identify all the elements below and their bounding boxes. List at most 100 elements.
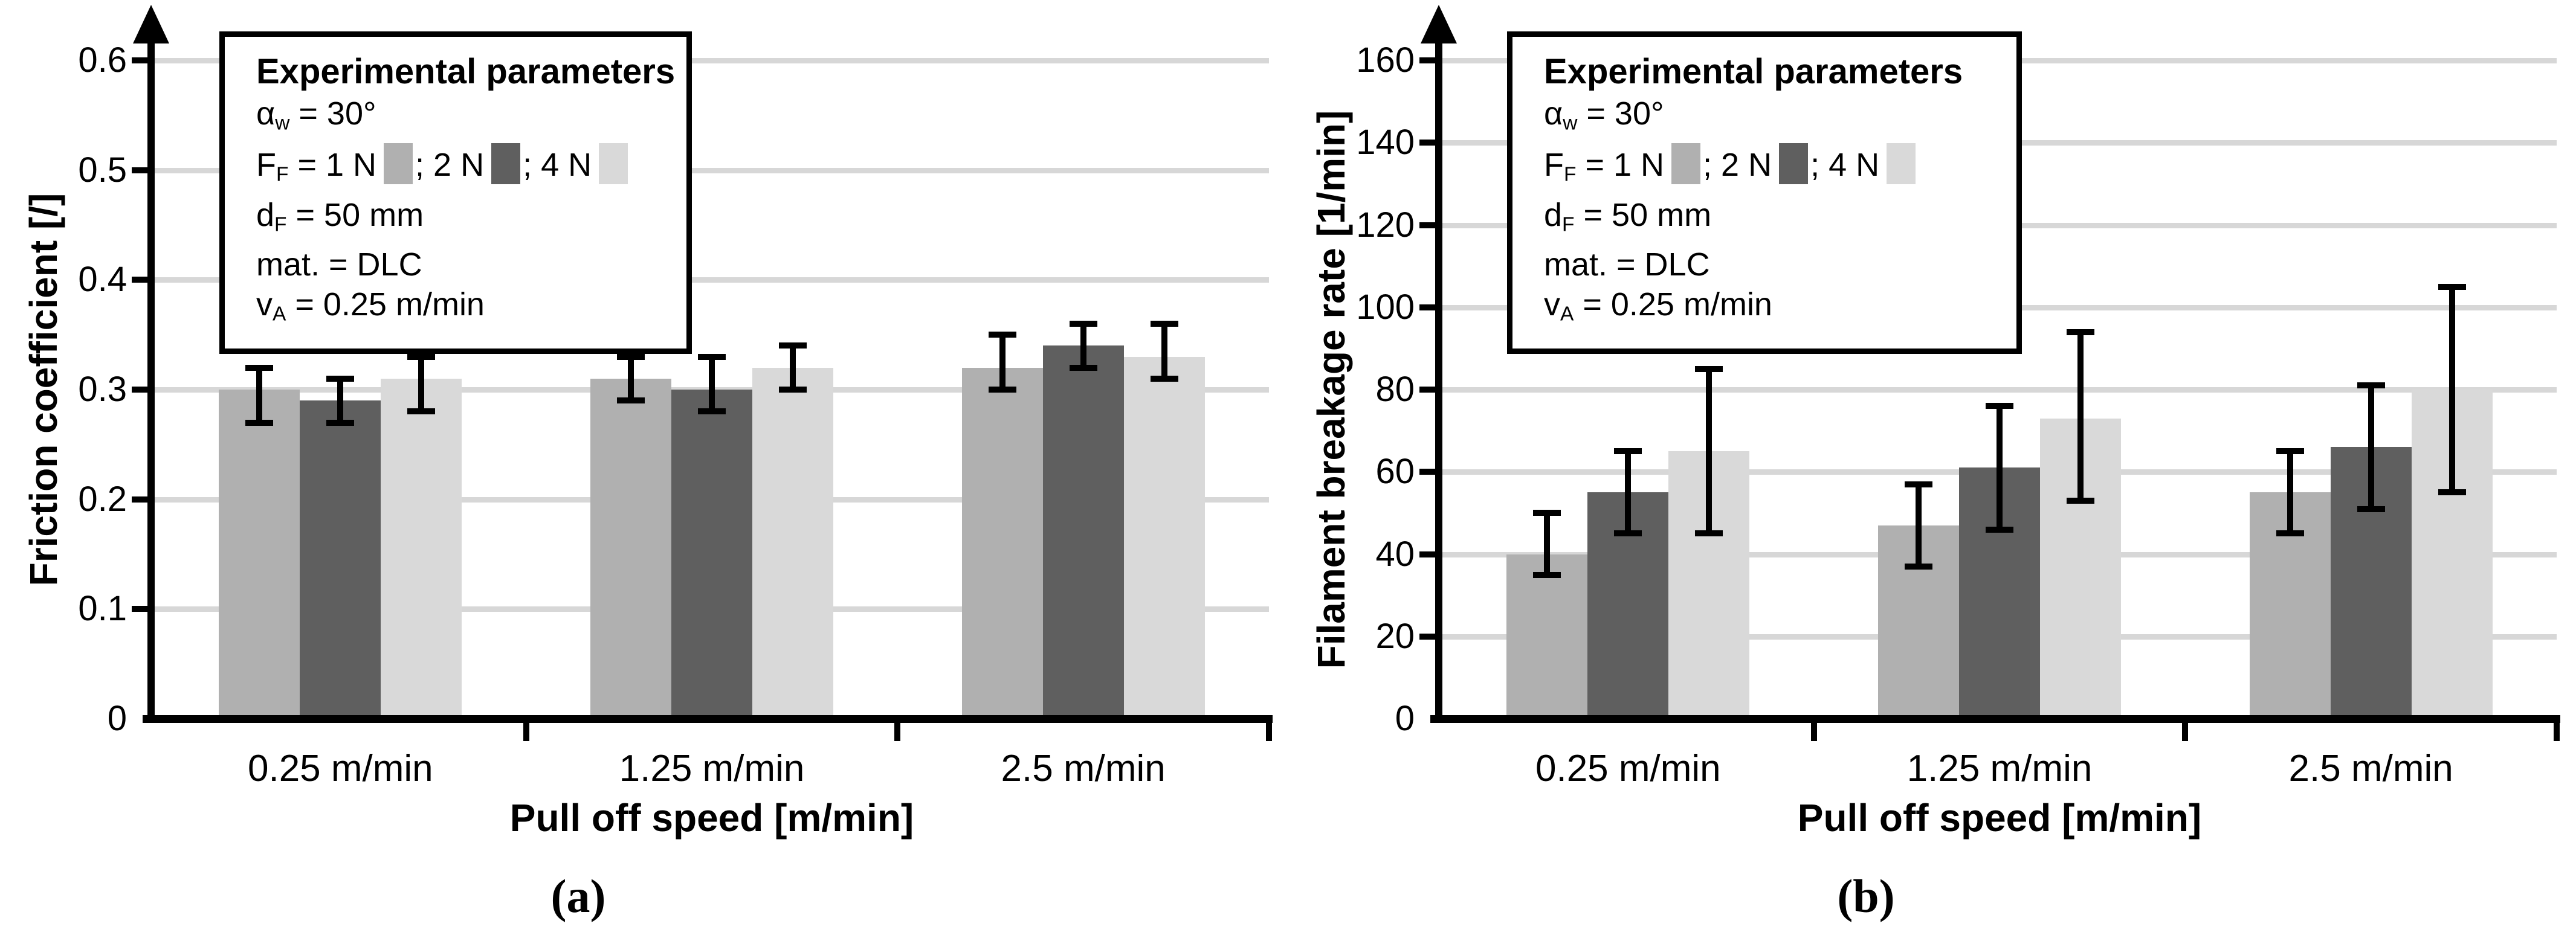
gridline-0.5 [155,167,1269,173]
y-axis-tick-0.3 [132,387,147,393]
error-bar-line [2448,286,2455,493]
panel-b-filament-breakage-chart: 0 20 40 60 80 100 120 140 160 0.25 m/min 1.25 m/mi… [1288,0,2575,938]
y-axis-tick-0.5 [132,167,147,173]
error-bar-line [256,367,263,423]
legend-swatch-1N [384,143,413,185]
x-category-label-0.25m/min: 0.25 m/min [247,748,433,789]
error-bar-cap-top [2357,382,2385,389]
error-bar-cap-top [2067,329,2094,335]
panel-a-friction-coefficient-chart: 0 0.1 0.2 0.3 0.4 0.5 0.6 0.25 m/min 1.25 m/min 2… [22,5,1273,920]
bar-1N-1.25m/min [590,378,671,719]
error-bar-cap-top [2276,448,2304,455]
y-tick-label-120: 120 [1356,205,1415,245]
error-bar-cap-top [698,353,726,360]
bar-1N-2.5m/min [961,367,1043,719]
legend-subscript: F [276,163,289,186]
error-bar-cap-top [1069,321,1097,327]
gridline-0.4 [155,277,1269,283]
legend-row-4: vA = 0.25 m/min [256,286,485,326]
error-bar-cap-bottom [1905,563,1932,570]
legend-row-2: dF = 50 mm [1544,196,1712,236]
x-axis-tick [2554,722,2560,741]
error-bar-cap-top [617,353,645,360]
bar-2N-1.25m/min [671,390,752,719]
legend-subscript: A [273,303,286,326]
error-bar-line [2077,332,2084,501]
error-bar-cap-bottom [1150,375,1178,382]
error-bar-cap-top [1533,510,1561,516]
y-axis-tick-0.1 [132,606,147,612]
error-bar-cap-bottom [2276,530,2304,537]
error-bar-line [709,356,715,412]
legend-title: Experimental parameters [256,52,676,91]
y-tick-label-0.5: 0.5 [78,150,127,190]
error-bar-cap-bottom [617,397,645,404]
error-bar-line [418,356,425,412]
error-bar-line [2368,385,2374,509]
error-bar-cap-bottom [1614,530,1642,537]
y-tick-label-0: 0 [1395,699,1415,738]
x-axis [1430,715,2560,723]
y-axis-tick-40 [1419,551,1435,557]
legend-subscript: F [1562,213,1575,236]
legend-row-4: vA = 0.25 m/min [1544,286,1772,326]
error-bar-cap-top [1695,365,1723,372]
error-bar-line [1706,368,1712,534]
legend-row-1: FF = 1 N; 2 N; 4 N [1544,143,2006,194]
caption-b: (b) [1837,870,1895,922]
bar-1N-0.25m/min [219,390,300,719]
legend-swatch-1N [1671,143,1701,185]
legend-subscript: F [1564,163,1577,186]
y-axis-tick-60 [1419,469,1435,475]
error-bar-line [628,356,634,401]
y-axis-title: Friction coefficient [/] [22,193,65,586]
legend-row-3: mat. = DLC [256,246,422,283]
legend-subscript: w [275,112,290,135]
error-bar-cap-top [1614,448,1642,455]
error-bar-cap-bottom [779,387,807,393]
bar-2N-0.25m/min [300,400,381,719]
gridline-0.6 [155,58,1269,63]
bar-2N-2.5m/min [1042,345,1124,719]
bar-4N-0.25m/min [381,378,462,719]
y-tick-label-20: 20 [1375,616,1415,656]
error-bar-cap-bottom [407,408,436,415]
x-category-label-1.25m/min: 1.25 m/min [619,748,805,789]
error-bar-line [1080,324,1086,368]
legend-experimental-parameters: Experimental parameters αw = 30° FF = 1 N;… [219,31,692,355]
error-bar-cap-bottom [1695,530,1723,537]
y-axis [147,37,155,723]
legend-swatch-2N [1779,143,1809,185]
y-axis-arrow [133,5,169,43]
error-bar-line [1916,484,1922,567]
x-axis-title: Pull off speed [m/min] [1797,796,2202,840]
bar-1N-0.25m/min [1506,554,1588,719]
error-bar-cap-top [779,342,807,349]
y-axis-tick-120 [1419,222,1435,228]
y-axis-title: Filament breakage rate [1/min] [1309,110,1353,669]
x-axis-tick [2182,722,2189,741]
y-tick-label-0.2: 0.2 [78,479,127,519]
error-bar-cap-bottom [1986,526,2013,533]
error-bar-cap-bottom [2438,489,2466,496]
legend-swatch-4N [1887,143,1916,185]
error-bar-cap-bottom [245,419,274,426]
x-axis-tick [523,722,529,741]
legend-row-3: mat. = DLC [1544,246,1710,283]
x-axis-tick [1266,722,1272,741]
y-tick-label-40: 40 [1375,534,1415,574]
legend-row-0: αw = 30° [256,95,376,135]
error-bar-line [2287,451,2293,534]
y-axis-tick-100 [1419,304,1435,310]
y-axis [1435,37,1442,723]
legend-title: Experimental parameters [1544,52,1963,91]
y-axis-tick-0.2 [132,496,147,503]
y-axis-tick-80 [1419,387,1435,393]
y-tick-label-60: 60 [1375,452,1415,492]
gridline-80 [1442,387,2557,393]
y-axis-tick-160 [1419,57,1435,63]
y-tick-label-0.6: 0.6 [78,40,127,80]
error-bar-cap-bottom [1533,571,1561,578]
legend-subscript: F [274,213,287,236]
